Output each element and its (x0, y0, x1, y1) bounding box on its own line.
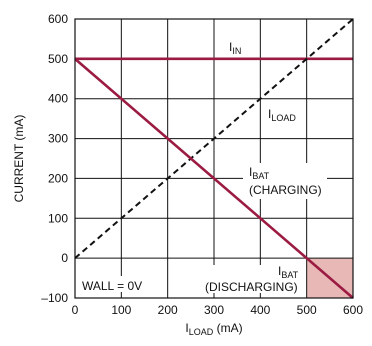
ibat-charging-label: IBAT (249, 165, 270, 181)
plot-frame (74, 18, 354, 299)
iload-label-sub: LOAD (271, 113, 296, 123)
x-axis-label-unit: (mA) (213, 321, 242, 335)
y-axis-label: CURRENT (mA) (12, 115, 26, 203)
wall-label-bg (78, 276, 154, 292)
x-tick-label-0: 0 (72, 303, 79, 317)
y-tick-label--100: –100 (41, 291, 68, 305)
x-axis-label-main: I (185, 321, 188, 335)
ibat-discharging-label: IBAT (278, 264, 299, 280)
annotations: IIN ILOAD IBAT (CHARGING) IBAT (DISCHARG… (78, 40, 327, 294)
iin-label-sub: IN (232, 46, 241, 56)
iload-label-main: I (268, 107, 271, 121)
ibat-charging-label-sub: BAT (252, 171, 269, 181)
y-tick-label-500: 500 (48, 52, 68, 66)
ibat-discharging-label-main: I (278, 264, 281, 278)
x-axis-label-sub: LOAD (189, 327, 214, 337)
series-line-ibat (74, 57, 354, 299)
x-tick-label-600: 600 (343, 303, 363, 317)
tick-labels: 0 100 200 300 400 500 600 –100 0 100 200 300 400 500 6… (41, 12, 363, 317)
ibat-discharging-label-bg (203, 265, 305, 293)
ibat-discharging-label-line2: (DISCHARGING) (205, 280, 298, 294)
ibat-discharging-label-sub: BAT (281, 270, 298, 280)
y-tick-label-200: 200 (48, 171, 68, 185)
wall-label: WALL = 0V (82, 279, 142, 293)
x-tick-label-300: 300 (204, 303, 224, 317)
x-axis-label: ILOAD (mA) (185, 321, 242, 337)
x-tick-label-400: 400 (250, 303, 270, 317)
ibat-charging-label-bg (243, 163, 327, 199)
y-tick-label-100: 100 (48, 211, 68, 225)
y-tick-label-600: 600 (48, 12, 68, 26)
x-tick-label-100: 100 (111, 303, 131, 317)
ibat-charging-label-main: I (249, 165, 252, 179)
series-lines (74, 18, 354, 299)
iin-label: IIN (229, 40, 241, 56)
ibat-charging-label-line2: (CHARGING) (249, 183, 322, 197)
iin-label-main: I (229, 40, 232, 54)
iload-label: ILOAD (268, 107, 296, 123)
series-line-iload (74, 18, 354, 259)
x-tick-label-500: 500 (297, 303, 317, 317)
y-tick-label-0: 0 (61, 251, 68, 265)
x-tick-label-200: 200 (158, 303, 178, 317)
y-tick-label-400: 400 (48, 92, 68, 106)
y-tick-label-300: 300 (48, 132, 68, 146)
